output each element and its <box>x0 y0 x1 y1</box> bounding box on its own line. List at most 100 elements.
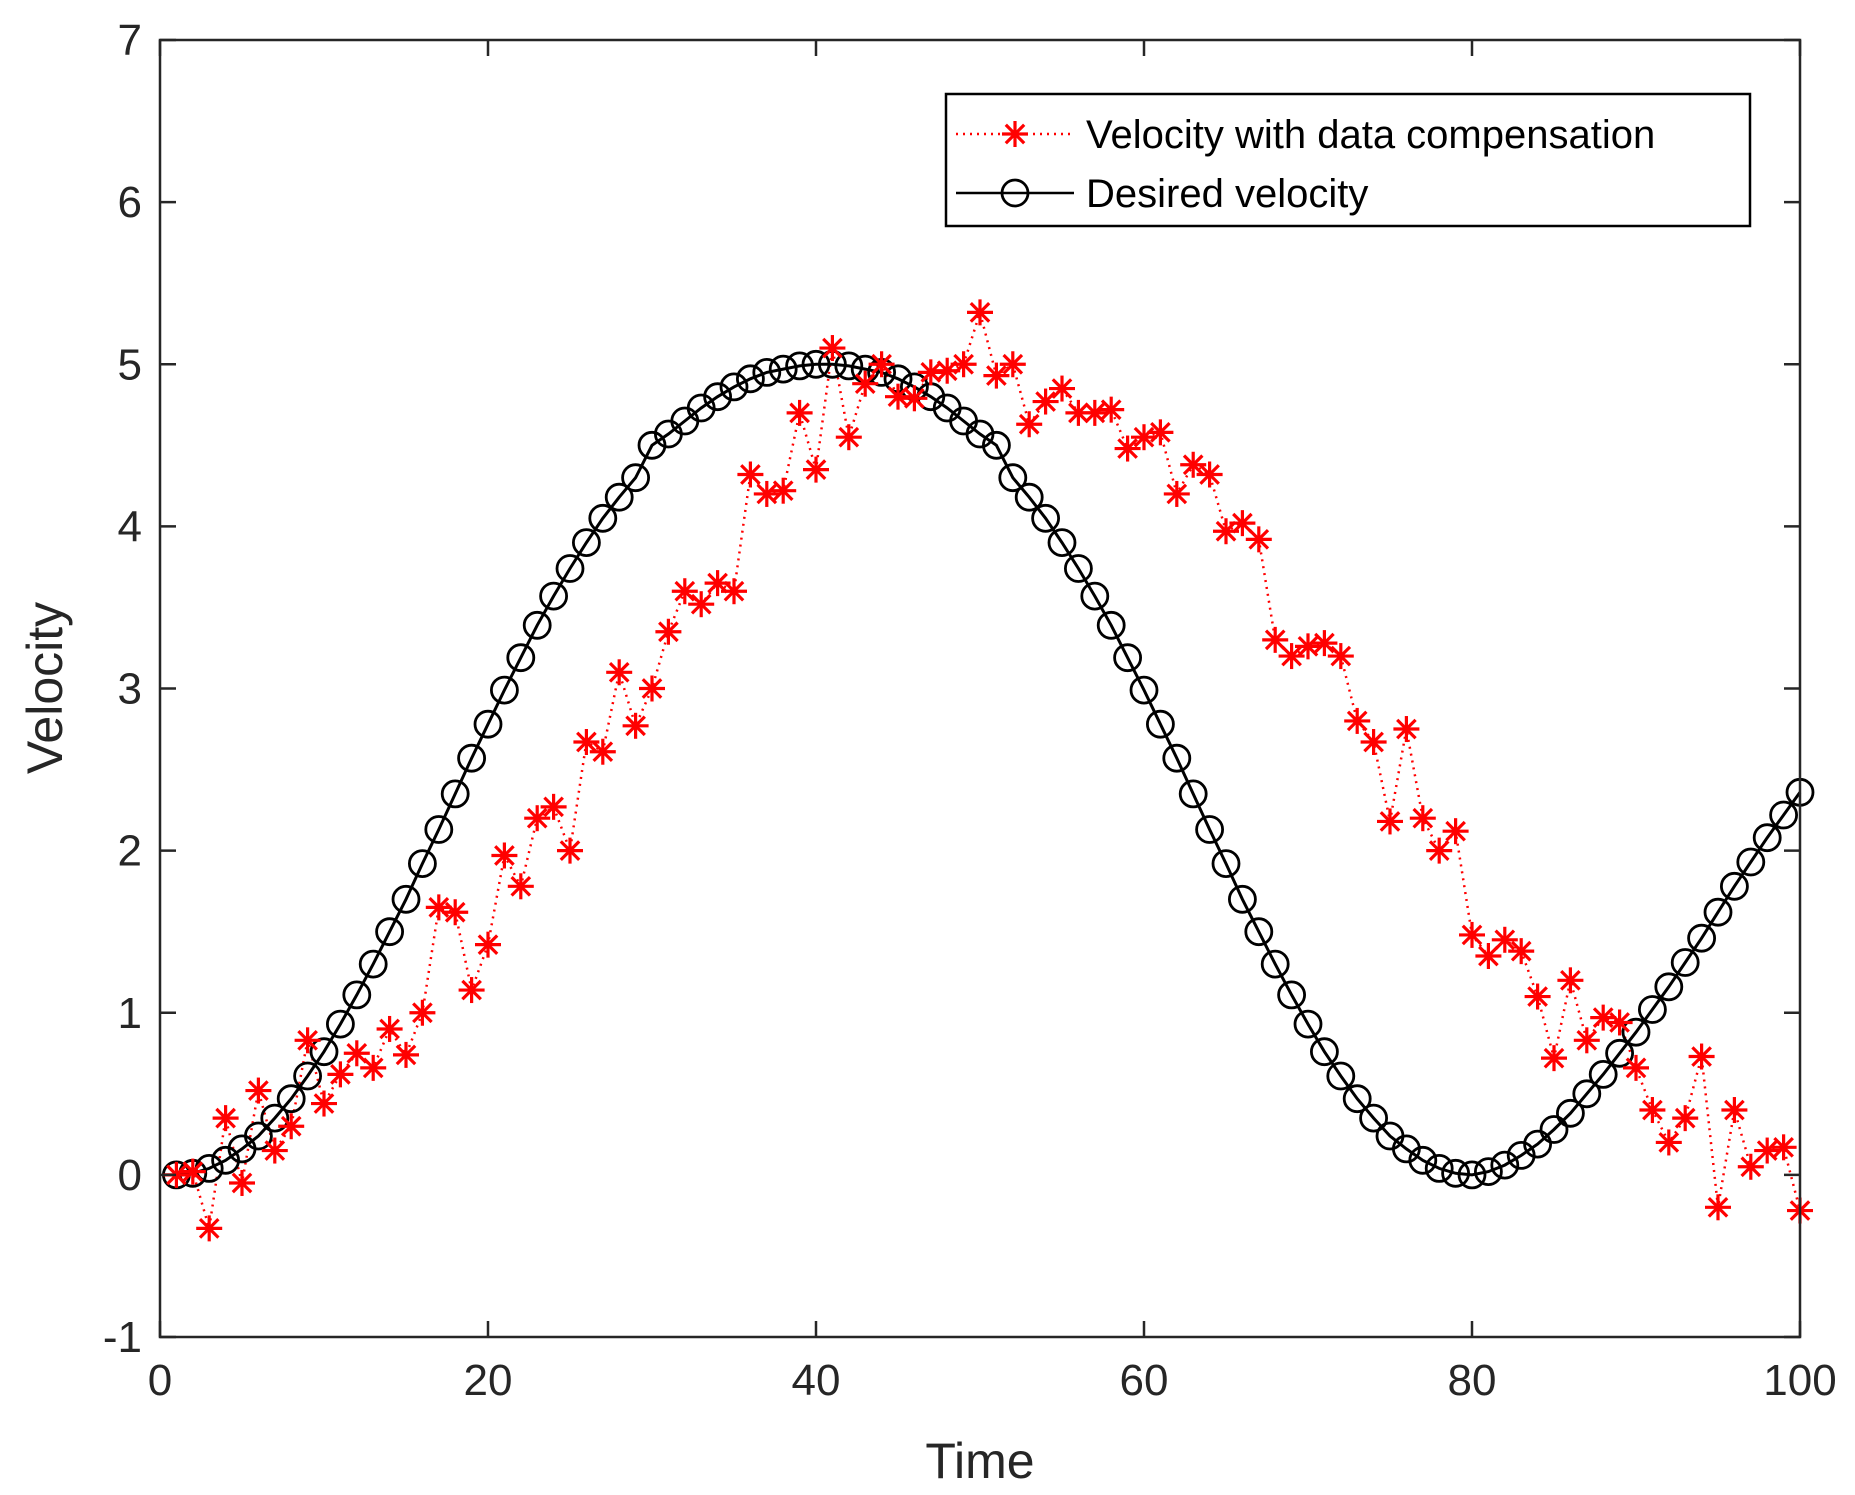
desired-velocity-point <box>440 779 470 809</box>
desired-velocity-point <box>1621 1017 1651 1047</box>
desired-velocity-point <box>489 675 519 705</box>
compensated-velocity-point <box>885 383 911 410</box>
compensated-velocity-point <box>1393 716 1420 743</box>
compensated-velocity-point <box>1147 419 1174 446</box>
compensated-velocity-point <box>1541 1045 1567 1072</box>
compensated-velocity-point <box>1229 510 1256 537</box>
desired-velocity-point <box>1703 897 1733 927</box>
compensated-velocity-point <box>278 1113 305 1140</box>
compensated-velocity-point <box>1672 1105 1699 1132</box>
x-tick-label: 0 <box>148 1356 172 1405</box>
compensated-velocity-point <box>721 578 747 605</box>
compensated-velocity-point <box>573 729 600 756</box>
desired-velocity-point <box>736 364 765 394</box>
desired-velocity-point <box>1752 823 1782 853</box>
compensated-velocity-point <box>1409 805 1436 832</box>
compensated-velocity-point <box>803 456 829 483</box>
desired-velocity-point <box>1572 1079 1602 1109</box>
desired-velocity-point <box>1293 1009 1323 1039</box>
y-tick-label: -1 <box>103 1313 142 1362</box>
compensated-velocity-point <box>1721 1097 1748 1124</box>
desired-velocity-point <box>457 743 487 773</box>
compensated-velocity-point <box>1114 435 1141 462</box>
compensated-velocity-point <box>1442 818 1469 845</box>
desired-velocity-point <box>1523 1129 1552 1159</box>
desired-velocity-point <box>572 528 601 557</box>
desired-velocity-point <box>1588 1060 1618 1089</box>
compensated-velocity-point <box>737 461 764 488</box>
compensated-velocity-point <box>1491 926 1518 953</box>
x-tick-label: 80 <box>1448 1356 1497 1405</box>
compensated-velocity-point <box>1426 837 1453 864</box>
compensated-velocity-point <box>1344 707 1371 734</box>
compensated-velocity-point <box>1459 921 1485 948</box>
compensated-velocity-point <box>540 793 567 820</box>
desired-velocity-point <box>1687 923 1716 953</box>
compensated-velocity-point <box>671 578 698 605</box>
desired-velocity-point <box>1080 581 1110 611</box>
legend-label-desired-velocity: Desired velocity <box>1086 172 1368 216</box>
desired-velocity-point <box>391 884 421 914</box>
compensated-velocity-point <box>917 359 944 386</box>
desired-velocity-point <box>1654 972 1684 1002</box>
y-tick-label: 1 <box>118 989 142 1038</box>
series-line-desired-velocity <box>176 362 1802 1177</box>
desired-velocity-point <box>1441 1158 1470 1188</box>
y-tick-label: 2 <box>118 827 142 876</box>
desired-velocity-point <box>768 354 798 384</box>
desired-velocity-point <box>1670 948 1700 977</box>
desired-velocity-point <box>407 849 437 878</box>
compensated-velocity-point <box>1163 480 1190 507</box>
legend-asterisk-marker <box>1002 121 1028 147</box>
compensated-velocity-point <box>1639 1097 1666 1124</box>
desired-velocity-point <box>1211 849 1241 878</box>
compensated-velocity-point <box>999 351 1026 378</box>
compensated-velocity-point <box>1213 518 1239 545</box>
desired-velocity-point <box>276 1084 306 1114</box>
desired-velocity-point <box>539 581 568 611</box>
desired-velocity-point <box>1720 871 1749 901</box>
desired-velocity-point <box>1277 980 1306 1010</box>
plot-area <box>160 40 1800 1337</box>
desired-velocity-point <box>473 709 503 739</box>
compensated-velocity-point <box>1655 1129 1682 1156</box>
compensated-velocity-point <box>1705 1194 1731 1221</box>
compensated-velocity-point <box>1131 424 1157 451</box>
desired-velocity-point <box>1457 1160 1487 1190</box>
desired-velocity-point <box>1769 800 1798 830</box>
desired-velocity-point <box>358 949 388 979</box>
compensated-velocity-point <box>1754 1137 1781 1164</box>
compensated-velocity-point <box>1049 375 1075 402</box>
compensated-velocity-point <box>179 1158 206 1185</box>
compensated-velocity-point <box>425 894 452 921</box>
y-tick-label: 3 <box>118 665 142 714</box>
y-tick-label: 6 <box>118 178 142 227</box>
desired-velocity-point <box>1129 675 1159 705</box>
desired-velocity-point <box>1178 779 1208 809</box>
desired-velocity-point <box>1031 503 1060 533</box>
compensated-velocity-point <box>1032 388 1059 415</box>
desired-velocity-point <box>309 1037 339 1067</box>
legend-entry-desired-velocity: Desired velocity <box>956 172 1368 216</box>
compensated-velocity-point <box>1016 411 1043 438</box>
desired-velocity-point <box>1638 995 1667 1024</box>
compensated-velocity-point <box>852 370 879 397</box>
desired-velocity-point <box>1326 1061 1356 1091</box>
desired-velocity-point <box>1424 1154 1454 1183</box>
compensated-velocity-point <box>639 675 665 702</box>
y-tick-label: 4 <box>118 502 142 551</box>
compensated-velocity-point <box>1262 626 1289 653</box>
desired-velocity-point <box>1162 743 1192 773</box>
compensated-velocity-point <box>622 712 649 739</box>
compensated-velocity-point <box>770 477 797 504</box>
compensated-velocity-point <box>1606 1009 1633 1036</box>
compensated-velocity-point <box>1737 1153 1764 1180</box>
desired-velocity-point <box>342 980 372 1010</box>
x-tick-label: 40 <box>792 1356 841 1405</box>
desired-velocity-point <box>375 917 405 947</box>
desired-velocity-point <box>1228 884 1257 914</box>
desired-velocity-point <box>1064 554 1093 583</box>
desired-velocity-point <box>260 1103 290 1133</box>
compensated-velocity-point <box>311 1090 337 1117</box>
